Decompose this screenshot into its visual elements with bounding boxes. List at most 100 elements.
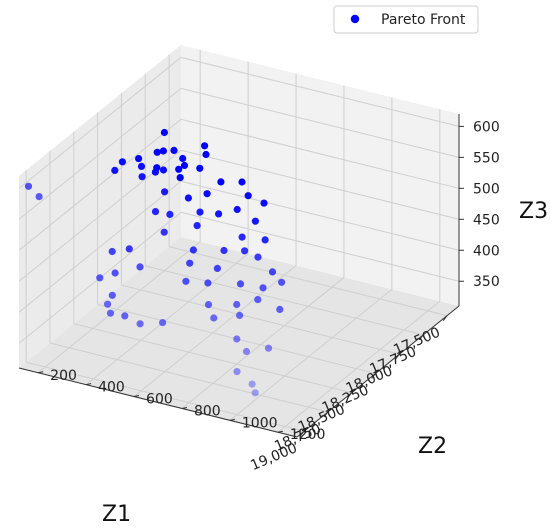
data-point bbox=[160, 228, 168, 236]
legend-marker bbox=[350, 14, 360, 24]
data-point bbox=[244, 192, 252, 200]
y-axis-line bbox=[18, 367, 298, 438]
grid-line-y bbox=[85, 253, 249, 386]
grid-line-z bbox=[180, 56, 460, 127]
data-point bbox=[136, 320, 144, 328]
grid-lines bbox=[18, 49, 460, 433]
x-tick-mark bbox=[442, 315, 448, 321]
grid-line-y bbox=[37, 241, 201, 374]
legend-label: Pareto Front bbox=[381, 12, 466, 28]
data-point bbox=[238, 178, 246, 186]
data-point bbox=[203, 190, 211, 198]
data-point bbox=[159, 319, 167, 327]
y-tick-label: 200 bbox=[50, 368, 77, 384]
z-tick-label: 350 bbox=[473, 274, 500, 290]
grid-line-x bbox=[49, 342, 329, 413]
legend: Pareto Front bbox=[333, 5, 479, 34]
data-point bbox=[248, 380, 256, 388]
grid-line-z bbox=[18, 87, 182, 220]
data-point bbox=[196, 164, 204, 172]
data-point bbox=[233, 205, 241, 214]
grid-line-z bbox=[18, 180, 182, 313]
grid-line-y bbox=[133, 265, 297, 397]
data-point bbox=[242, 347, 251, 356]
grid-line-z bbox=[18, 118, 182, 251]
data-point bbox=[179, 154, 187, 163]
y-tick-mark bbox=[38, 371, 44, 374]
y-tick-mark bbox=[229, 418, 235, 421]
grid-line-y bbox=[181, 277, 345, 409]
data-point bbox=[166, 210, 174, 218]
data-point bbox=[125, 245, 133, 253]
x-axis-label: Z1 bbox=[102, 502, 131, 527]
data-point bbox=[118, 158, 126, 166]
x-tick-mark bbox=[323, 411, 329, 418]
y-tick-mark bbox=[133, 395, 140, 398]
y-tick-label: 800 bbox=[194, 403, 221, 419]
z-tick-label: 450 bbox=[473, 212, 500, 228]
data-point bbox=[136, 263, 144, 271]
data-point bbox=[238, 233, 246, 241]
grid-line-z bbox=[180, 211, 460, 282]
data-point bbox=[241, 247, 249, 255]
z-tick-label: 600 bbox=[473, 119, 500, 135]
axis-lines bbox=[18, 114, 464, 438]
z-tick-label: 500 bbox=[473, 181, 500, 197]
z-axis-label: Z3 bbox=[519, 199, 548, 224]
data-point bbox=[182, 277, 190, 285]
pane-back bbox=[181, 45, 459, 306]
data-point bbox=[111, 269, 119, 277]
data-point bbox=[254, 253, 262, 261]
data-points bbox=[24, 128, 286, 397]
grid-line-z bbox=[180, 149, 460, 220]
data-point bbox=[236, 311, 244, 319]
z-tick-label: 400 bbox=[473, 243, 500, 259]
data-point bbox=[108, 291, 116, 299]
data-point bbox=[220, 246, 228, 255]
data-point bbox=[159, 166, 168, 174]
y-tick-mark bbox=[277, 430, 283, 433]
grid-line-y bbox=[277, 300, 441, 433]
data-point bbox=[233, 335, 241, 343]
data-point bbox=[278, 278, 286, 286]
data-point bbox=[254, 296, 262, 304]
data-point bbox=[213, 264, 221, 272]
data-point bbox=[210, 314, 218, 322]
data-point bbox=[189, 246, 197, 254]
data-point bbox=[204, 279, 212, 287]
y-tick-label: 600 bbox=[146, 392, 173, 408]
data-point bbox=[104, 300, 112, 308]
grid-line-z bbox=[18, 56, 182, 189]
data-point bbox=[170, 146, 178, 154]
data-point bbox=[111, 166, 119, 174]
grid-line-z bbox=[180, 180, 460, 251]
y-axis-label: Z2 bbox=[418, 434, 447, 459]
x-tick-mark bbox=[299, 430, 305, 437]
data-point bbox=[233, 300, 241, 309]
y-tick-mark bbox=[86, 383, 92, 386]
data-point bbox=[251, 389, 259, 397]
grid-line-y bbox=[229, 288, 393, 421]
data-point bbox=[233, 368, 241, 376]
data-point bbox=[259, 284, 267, 292]
pane-side bbox=[19, 45, 181, 368]
data-point bbox=[159, 147, 167, 155]
data-point bbox=[217, 178, 225, 186]
data-point bbox=[202, 150, 210, 159]
data-point bbox=[251, 217, 259, 225]
z-tick-label: 550 bbox=[473, 150, 500, 166]
grid-line-x bbox=[97, 303, 376, 374]
legend-frame bbox=[333, 5, 479, 34]
data-point bbox=[160, 128, 168, 137]
data-point bbox=[260, 199, 268, 207]
data-point bbox=[176, 174, 184, 182]
data-point bbox=[175, 165, 183, 173]
data-point bbox=[153, 164, 161, 172]
grid-line-x bbox=[121, 284, 400, 355]
grid-line-x bbox=[168, 246, 448, 317]
x-axis-line bbox=[296, 305, 460, 438]
data-point bbox=[261, 236, 269, 244]
y-tick-label: 400 bbox=[98, 380, 125, 396]
data-point bbox=[193, 222, 201, 230]
